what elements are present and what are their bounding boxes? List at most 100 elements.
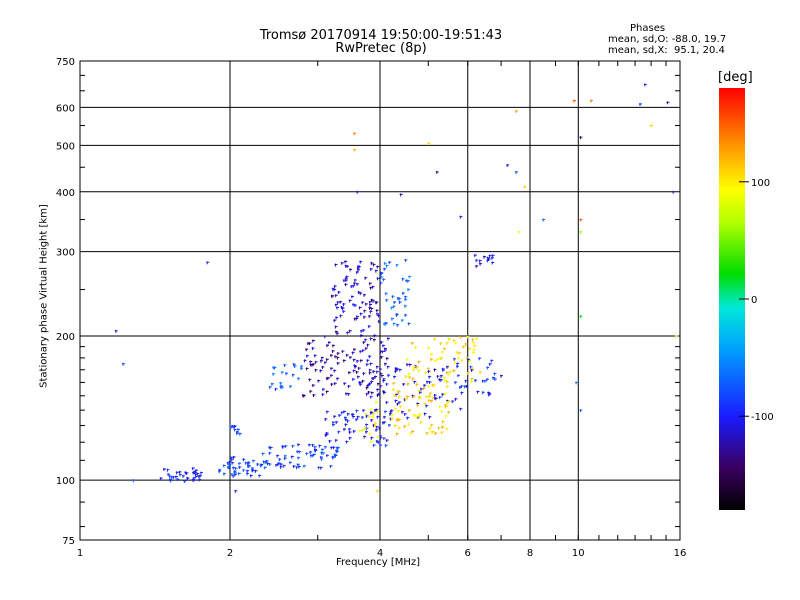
data-point — [472, 341, 474, 345]
data-point — [375, 301, 377, 305]
data-point — [298, 465, 300, 469]
data-point — [334, 355, 336, 359]
data-point — [303, 394, 305, 398]
data-point — [392, 388, 394, 392]
data-point — [370, 261, 372, 265]
data-point — [233, 455, 235, 459]
data-point — [448, 337, 450, 341]
data-point — [336, 450, 338, 454]
data-point — [192, 471, 194, 475]
data-point — [354, 304, 356, 308]
data-point — [356, 271, 358, 275]
data-point — [433, 396, 435, 400]
data-point — [227, 465, 229, 469]
data-point — [312, 339, 314, 343]
data-point — [352, 284, 354, 288]
data-point — [394, 370, 396, 374]
data-point — [380, 271, 382, 275]
data-point — [281, 445, 283, 449]
data-point — [412, 377, 414, 381]
data-point — [223, 472, 225, 476]
data-point — [441, 350, 443, 354]
data-point — [435, 397, 437, 401]
data-point — [369, 382, 371, 386]
data-point — [402, 382, 404, 386]
data-point — [407, 382, 409, 386]
data-point — [453, 369, 455, 373]
data-point — [579, 315, 581, 319]
data-point — [356, 315, 358, 319]
data-point — [356, 370, 358, 374]
data-point — [264, 461, 266, 465]
data-point — [280, 465, 282, 469]
data-point — [363, 435, 365, 439]
data-point — [324, 445, 326, 449]
data-point — [387, 337, 389, 341]
data-point — [397, 390, 399, 394]
data-point — [384, 410, 386, 414]
data-point — [334, 263, 336, 267]
data-point — [439, 356, 441, 360]
data-point — [419, 396, 421, 400]
data-point — [506, 163, 508, 167]
data-point — [232, 474, 234, 478]
data-point — [247, 462, 249, 466]
data-point — [358, 265, 360, 269]
data-point — [407, 288, 409, 292]
data-point — [415, 414, 417, 418]
data-point — [434, 432, 436, 436]
data-point — [349, 268, 351, 272]
data-point — [342, 302, 344, 306]
data-point — [353, 430, 355, 434]
data-point — [467, 371, 469, 375]
data-point — [368, 314, 370, 318]
data-point — [365, 423, 367, 427]
data-point — [449, 370, 451, 374]
data-point — [387, 365, 389, 369]
data-point — [218, 470, 220, 474]
data-point — [443, 347, 445, 351]
data-point — [457, 374, 459, 378]
data-point — [379, 434, 381, 438]
data-point — [344, 416, 346, 420]
data-point — [383, 437, 385, 441]
data-point — [375, 428, 377, 432]
data-point — [429, 392, 431, 396]
data-point — [446, 380, 448, 384]
data-point — [372, 299, 374, 303]
data-point — [269, 385, 271, 389]
data-point — [345, 277, 347, 281]
data-point — [309, 360, 311, 364]
data-point — [419, 421, 421, 425]
data-point — [354, 365, 356, 369]
data-point — [417, 404, 419, 408]
data-point — [370, 286, 372, 290]
data-point — [326, 390, 328, 394]
data-point — [324, 335, 326, 339]
data-point — [391, 417, 393, 421]
data-point — [349, 329, 351, 333]
data-point — [436, 170, 438, 174]
data-point — [327, 376, 329, 380]
data-point — [475, 264, 477, 268]
data-point — [166, 468, 168, 472]
data-point — [440, 356, 442, 360]
data-point — [341, 261, 343, 265]
data-point — [236, 430, 238, 434]
data-point — [283, 363, 285, 367]
y-tick-label: 75 — [62, 536, 75, 547]
data-point — [363, 315, 365, 319]
data-point — [356, 282, 358, 286]
data-point — [380, 355, 382, 359]
data-point — [387, 374, 389, 378]
data-point — [489, 254, 491, 258]
data-point — [472, 351, 474, 355]
data-point — [314, 449, 316, 453]
data-point — [122, 362, 124, 366]
x-tick-label: 16 — [674, 548, 687, 559]
data-point — [283, 464, 285, 468]
data-point — [344, 423, 346, 427]
data-point — [427, 142, 429, 146]
data-point — [376, 393, 378, 397]
data-point — [396, 402, 398, 406]
